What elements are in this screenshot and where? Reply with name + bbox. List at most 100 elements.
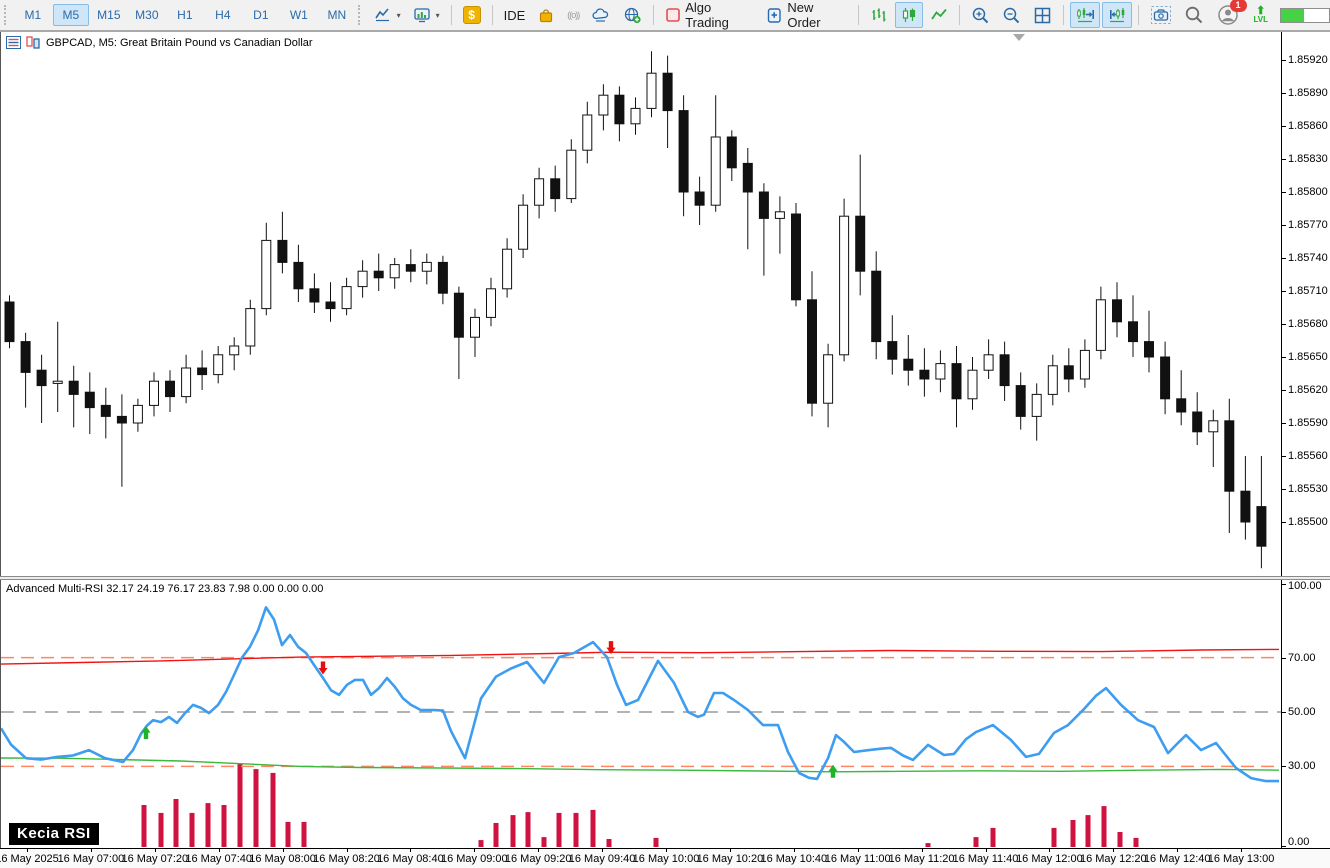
time-label: 16 May 12:20 (1079, 853, 1147, 865)
upper-band-line (1, 648, 1280, 665)
screenshot-button[interactable] (1145, 2, 1177, 28)
rsi-tick (1282, 766, 1286, 768)
shift-chart-left-button[interactable] (1101, 2, 1132, 28)
time-tick (474, 849, 476, 852)
time-tick (602, 849, 604, 852)
shift-chart-end-button[interactable] (1069, 2, 1100, 28)
profile-button[interactable]: 1 (1216, 0, 1247, 27)
timeframe-h1[interactable]: H1 (177, 8, 193, 22)
chart-shift-marker[interactable] (1013, 34, 1025, 41)
price-label: 1.85680 (1288, 318, 1328, 330)
rsi-chart-canvas[interactable] (1, 580, 1281, 848)
time-tick (154, 849, 156, 852)
time-label: 16 May 10:40 (760, 853, 828, 865)
top-toolbar: M1 M5 M15 M30 H1 H4 D1 W1 MN ▾ ▾ $ IDE ((o)) (0, 0, 1330, 32)
chart-title: GBPCAD, M5: Great Britain Pound vs Canad… (46, 36, 313, 49)
ohlc-bars-icon (870, 6, 888, 24)
price-tick (1282, 93, 1286, 94)
timeframe-mn[interactable]: MN (327, 8, 347, 22)
time-label: 16 May 10:00 (632, 853, 700, 865)
time-tick (1049, 849, 1051, 852)
level-indicator[interactable]: ⬆ LVL (1254, 6, 1269, 24)
community-button[interactable] (618, 2, 647, 28)
toolbar-separator (653, 5, 655, 25)
connection-progress-bar (1280, 7, 1330, 23)
notification-badge[interactable]: 1 (1229, 0, 1247, 12)
candle-bodies (4, 72, 1267, 547)
algo-trading-button[interactable]: Algo Trading (660, 0, 759, 30)
zoom-in-button[interactable] (966, 2, 995, 28)
zoom-in-icon (971, 6, 990, 25)
tile-windows-button[interactable] (1028, 2, 1057, 28)
price-tick (1282, 357, 1286, 358)
zoom-out-button[interactable] (997, 2, 1026, 28)
indicators-button[interactable]: ▾ (408, 2, 445, 28)
toolbar-grip[interactable] (4, 5, 10, 25)
toolbar-separator (450, 5, 452, 25)
toolbar-separator (958, 5, 960, 25)
price-axis[interactable]: 1.85920 1.85890 1.85860 1.85830 1.85800 1.857… (1281, 32, 1330, 576)
toolbar-grip[interactable] (357, 5, 364, 25)
rsi-axis[interactable]: 100.00 70.00 50.00 30.00 0.00 (1281, 580, 1330, 848)
time-tick (921, 849, 923, 852)
time-label: 16 May 13:00 (1207, 853, 1275, 865)
price-tick (1282, 324, 1286, 325)
pane-splitter[interactable] (0, 576, 1330, 580)
new-order-label: New Order (787, 0, 821, 30)
cloud-button[interactable] (586, 2, 616, 28)
chevron-down-icon: ▾ (435, 10, 440, 20)
new-order-button[interactable]: New Order (761, 0, 851, 30)
quotes-list-icon[interactable] (6, 36, 21, 49)
time-axis[interactable]: 16 May 2025 16 May 07:00 16 May 07:20 16 Ma… (0, 848, 1330, 868)
line-type-button[interactable] (925, 2, 953, 28)
ide-button[interactable]: IDE (499, 2, 531, 28)
main-chart-pane[interactable]: GBPCAD, M5: Great Britain Pound vs Canad… (0, 32, 1330, 592)
timeframe-m15[interactable]: M15 (97, 8, 121, 22)
time-tick (1241, 849, 1243, 852)
time-label: 16 May 08:20 (313, 853, 380, 865)
time-label: 16 May 07:40 (185, 853, 253, 865)
toolbar-separator (857, 5, 859, 25)
timeframe-h4[interactable]: H4 (215, 8, 231, 22)
time-tick (985, 849, 987, 852)
algo-trading-icon (665, 7, 681, 23)
time-label: 16 May 11:20 (888, 853, 955, 865)
globe-plus-icon (623, 6, 642, 24)
market-button[interactable] (532, 2, 560, 28)
arrow-up-icon: ⬆ (1256, 5, 1266, 17)
rsi-tick (1282, 584, 1286, 585)
price-label: 1.85500 (1288, 516, 1328, 528)
ide-label: IDE (503, 7, 526, 23)
time-tick (218, 849, 220, 852)
time-tick (729, 849, 731, 852)
currency-button[interactable]: $ (458, 2, 486, 28)
rsi-indicator-pane[interactable]: Advanced Multi-RSI 32.17 24.19 76.17 23.… (0, 580, 1330, 848)
timeframe-m1[interactable]: M1 (24, 8, 42, 22)
bar-chart-type-button[interactable] (865, 2, 893, 28)
zigzag-line-icon (930, 6, 948, 24)
candlestick-type-button[interactable] (894, 2, 923, 28)
chart-line-type-button[interactable]: ▾ (369, 2, 406, 28)
search-button[interactable] (1179, 2, 1209, 28)
toolbar-separator (1062, 5, 1064, 25)
signals-button[interactable]: ((o)) (562, 2, 584, 28)
rsi-tick (1282, 657, 1286, 659)
candle-wicks (9, 51, 1262, 569)
timeframe-m30[interactable]: M30 (135, 8, 159, 22)
search-icon (1184, 5, 1204, 25)
price-tick (1282, 423, 1286, 424)
timeframe-m5[interactable]: M5 (52, 4, 89, 26)
time-tick (1113, 849, 1115, 852)
chart-mini-icon[interactable] (26, 36, 41, 49)
rsi-indicator-title: Advanced Multi-RSI 32.17 24.19 76.17 23.… (6, 583, 324, 595)
time-label: 16 May 08:40 (377, 853, 444, 865)
cloud-icon (591, 6, 611, 24)
candlestick-chart-canvas[interactable] (1, 32, 1281, 576)
timeframe-d1[interactable]: D1 (253, 8, 269, 22)
rsi-axis-label: 0.00 (1288, 836, 1310, 848)
sell-signal-arrow (606, 641, 616, 655)
timeframe-w1[interactable]: W1 (289, 8, 308, 22)
lower-band-line (1, 757, 1280, 773)
time-tick (538, 849, 540, 852)
